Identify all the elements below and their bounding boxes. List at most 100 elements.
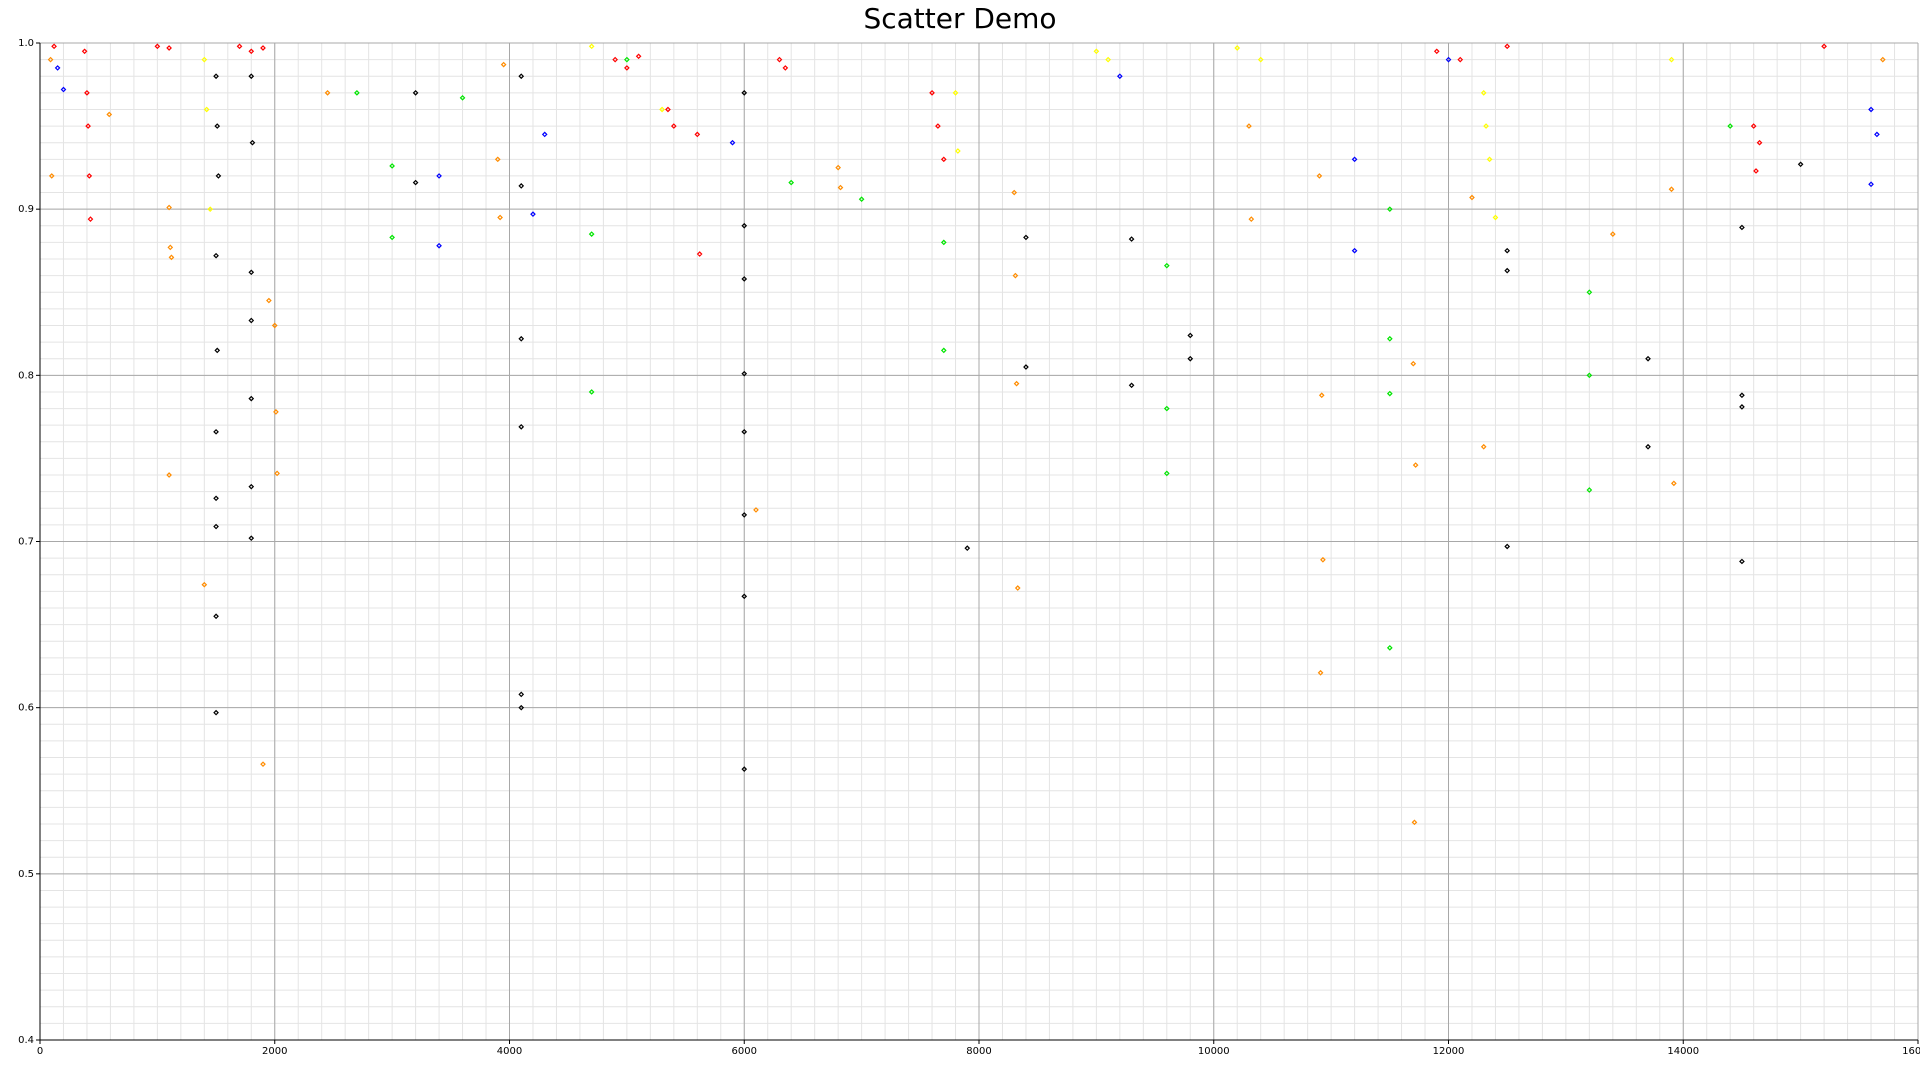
point [952,90,959,96]
point [1486,156,1493,163]
point [940,347,947,354]
point [929,90,935,96]
point [1504,247,1511,254]
point [1093,48,1100,55]
point [47,56,54,63]
y-tick-label: 0.5 [18,869,34,880]
point [588,389,595,395]
point [835,164,841,171]
point [214,347,221,354]
point [1480,443,1487,450]
point [86,173,93,179]
point [213,73,219,80]
y-tick-label: 0.7 [18,537,34,548]
point [1412,462,1419,468]
x-tick-label: 8000 [966,1046,991,1057]
point [166,45,172,51]
point [588,43,595,50]
point [248,395,255,402]
point [271,322,278,329]
y-tick-label: 0.9 [18,204,34,215]
point [248,483,255,490]
point [530,211,536,218]
point [248,317,255,324]
x-tick-label: 0 [37,1046,43,1057]
y-tick-label: 0.8 [18,370,34,381]
point [1386,644,1393,651]
point [1753,168,1759,174]
point [955,148,961,154]
point [87,216,94,222]
point [213,428,219,435]
point [1756,139,1763,146]
point [207,206,214,213]
point [588,231,595,237]
point [1410,360,1417,367]
point [1013,380,1020,387]
point [518,73,525,80]
point [1105,56,1111,63]
point [1433,48,1440,55]
point [1483,123,1489,129]
point [412,90,419,96]
point [1351,156,1358,163]
x-tick-label: 2000 [262,1046,287,1057]
point [85,123,91,129]
point [741,90,748,96]
point [1668,186,1675,193]
point [1320,556,1326,563]
point [215,173,222,179]
point [741,593,748,600]
point [612,56,618,63]
x-tick-label: 16000 [1902,1046,1920,1057]
point [1739,392,1745,399]
point [1411,819,1418,826]
point [694,131,701,138]
point [753,507,759,513]
point [1457,56,1464,63]
point [324,90,331,96]
x-tick-label: 10000 [1198,1046,1230,1057]
y-tick-label: 0.4 [18,1035,34,1046]
point [266,297,272,304]
point [1879,56,1886,63]
point [1480,90,1487,96]
point [776,56,783,63]
point [260,761,266,768]
point [788,179,795,186]
point [1739,224,1745,231]
point [1351,247,1358,254]
point [106,111,113,118]
point [166,472,172,478]
point [1586,289,1593,296]
point [1128,382,1135,389]
chart-title: Scatter Demo [863,2,1056,35]
point [1386,335,1393,342]
point [1386,206,1393,213]
point [1163,470,1170,477]
y-tick-label: 0.6 [18,703,34,714]
point [935,123,941,129]
point [635,53,642,60]
x-tick-label: 12000 [1433,1046,1465,1057]
point [782,65,789,71]
point [1504,543,1511,550]
point [1727,123,1734,129]
x-tick-label: 4000 [497,1046,522,1057]
point [659,106,665,113]
point [1012,272,1019,279]
point [518,335,525,342]
point [84,90,90,96]
point [1187,355,1194,362]
point [1671,480,1677,487]
point [497,214,503,221]
point [1316,173,1323,179]
point [1257,56,1264,63]
point [1469,194,1475,201]
point [1492,214,1499,221]
point [1445,56,1452,63]
point [741,766,748,772]
point [1187,332,1194,339]
point [1609,231,1616,237]
